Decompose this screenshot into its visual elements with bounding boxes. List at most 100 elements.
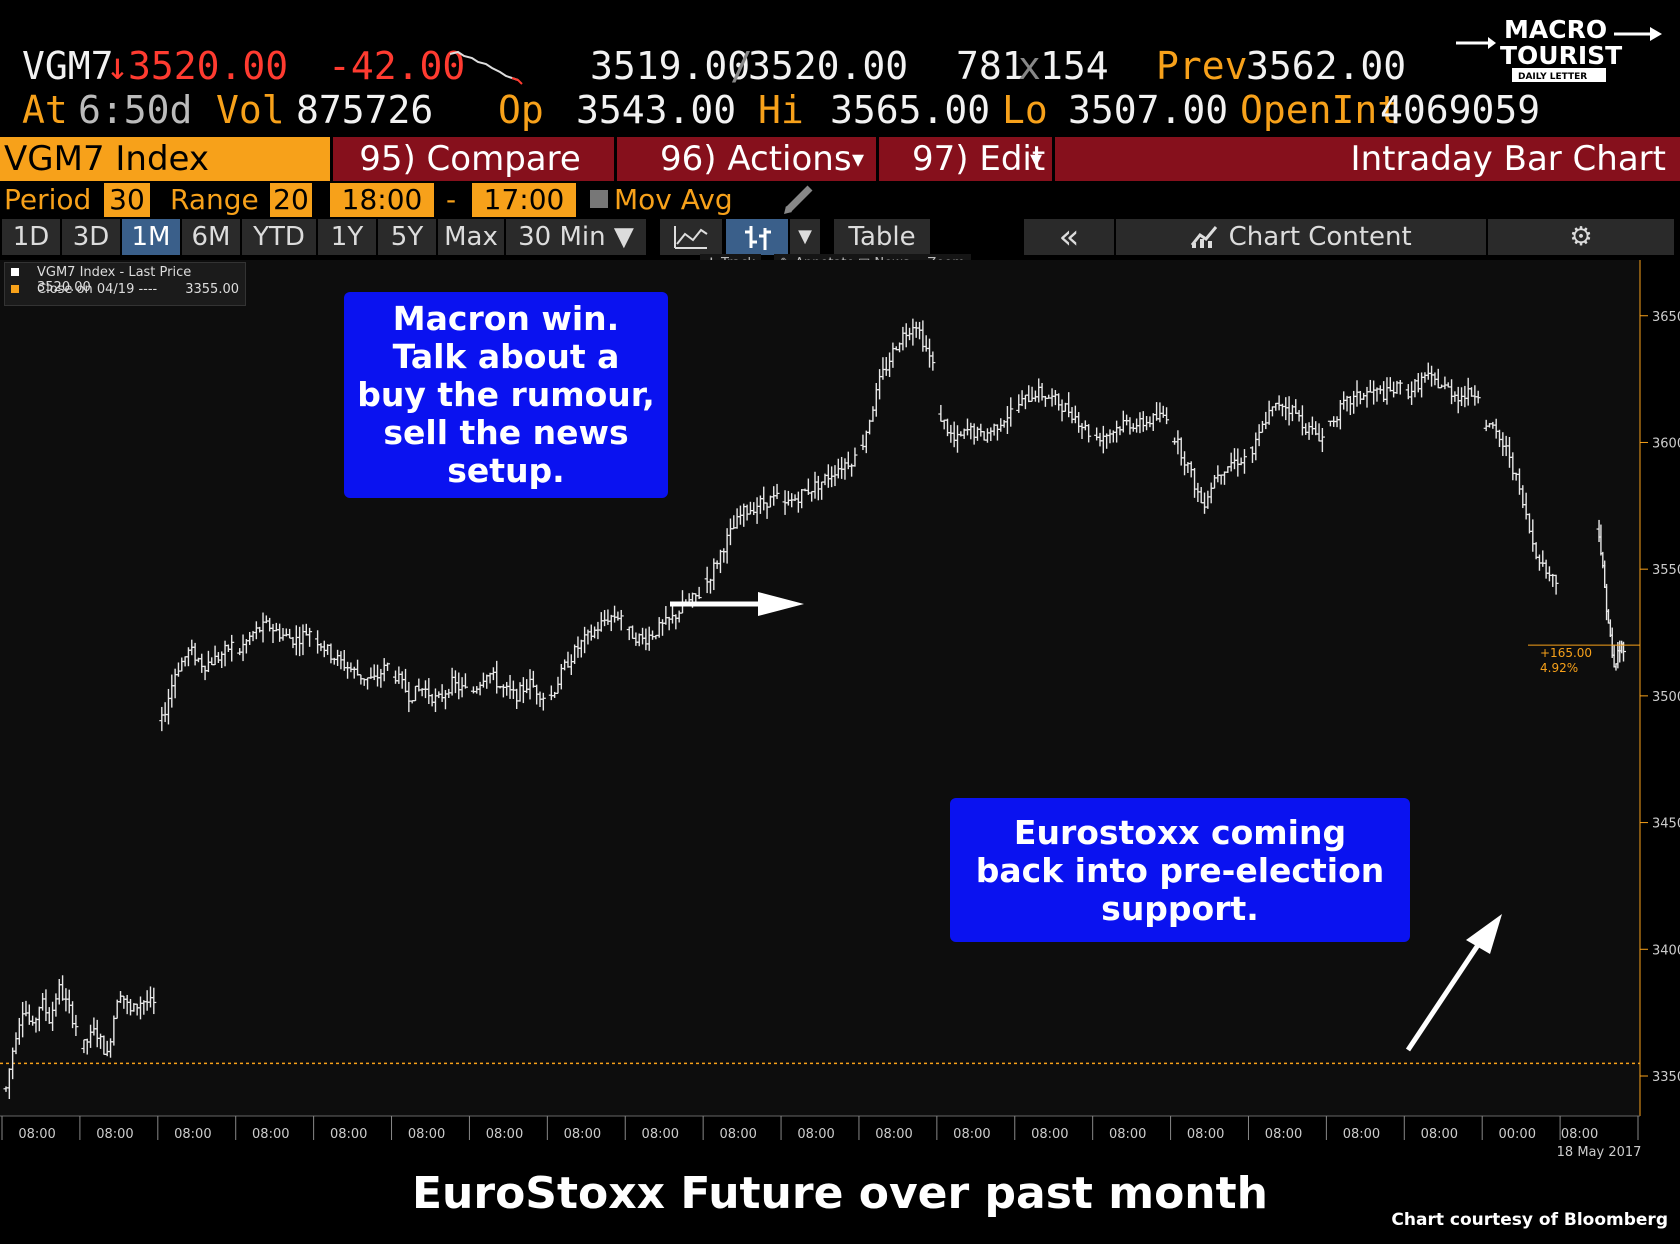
range-button-1y[interactable]: 1Y xyxy=(318,219,376,255)
chart-content-button[interactable]: Chart Content xyxy=(1116,219,1486,255)
source-credit: Chart courtesy of Bloomberg xyxy=(1391,1210,1668,1230)
ohlc-bar xyxy=(774,483,780,500)
legend-line2-value: 3355.00 xyxy=(185,282,239,297)
ohlc-bar xyxy=(1553,574,1559,595)
actions-caret-icon[interactable]: ▾ xyxy=(852,145,865,173)
open-label: Op xyxy=(498,88,544,132)
eurostoxx-callout: Eurostoxx coming back into pre-election … xyxy=(950,798,1410,942)
mov-avg-label: Mov Avg xyxy=(614,183,733,216)
end-time-input[interactable]: 17:00 xyxy=(472,183,576,217)
range-input[interactable]: 20 xyxy=(270,183,312,217)
y-tick-label: 3350 xyxy=(1652,1070,1680,1085)
open-interest-label: OpenInt xyxy=(1240,88,1401,132)
range-button-6m[interactable]: 6M xyxy=(182,219,240,255)
x-tick-label: 08:00 xyxy=(797,1127,834,1142)
last-change-pct: 4.92% xyxy=(1540,661,1578,675)
x-tick-label: 08:00 xyxy=(252,1127,289,1142)
period-label: Period xyxy=(4,183,92,216)
at-label: At xyxy=(22,88,68,132)
y-tick-label: 3550 xyxy=(1652,563,1680,578)
x-tick-label: 08:00 xyxy=(486,1127,523,1142)
vol-label: Vol xyxy=(216,88,285,132)
legend-line2-label: Close on 04/19 ---- xyxy=(37,282,158,297)
line-chart-icon[interactable] xyxy=(660,219,722,255)
size-separator: x xyxy=(1018,44,1041,88)
actions-button[interactable]: 96) Actions xyxy=(660,139,852,179)
x-tick-label: 08:00 xyxy=(1109,1127,1146,1142)
macron-callout: Macron win. Talk about a buy the rumour,… xyxy=(344,292,668,498)
down-arrow-icon: ↓ xyxy=(106,44,129,88)
ohlc-bar xyxy=(930,351,936,371)
bid-ask-separator: / xyxy=(730,44,753,88)
period-input[interactable]: 30 xyxy=(104,183,150,217)
x-tick-label: 08:00 xyxy=(953,1127,990,1142)
interval-dropdown[interactable]: 30 Min ▼ xyxy=(506,219,646,255)
legend-swatch-price xyxy=(11,268,19,276)
x-tick-label: 08:00 xyxy=(330,1127,367,1142)
x-tick-label: 08:00 xyxy=(1265,1127,1302,1142)
open-value: 3543.00 xyxy=(576,88,737,132)
pencil-icon[interactable] xyxy=(782,184,816,214)
edit-button[interactable]: 97) Edit xyxy=(912,139,1046,179)
range-button-3d[interactable]: 3D xyxy=(62,219,120,255)
chart-content-label: Chart Content xyxy=(1228,222,1412,252)
ohlc-bar xyxy=(73,1014,79,1036)
x-tick-label: 08:00 xyxy=(1031,1127,1068,1142)
toolbar: 1D 3D 1M 6M YTD 1Y 5Y Max 30 Min ▼ ▼ Tab… xyxy=(0,219,1680,255)
time-range-dash: - xyxy=(446,183,457,216)
chart-type-title: Intraday Bar Chart xyxy=(1350,139,1666,179)
ohlc-bar xyxy=(696,586,702,600)
range-button-1m[interactable]: 1M xyxy=(122,219,180,255)
x-tick-label: 08:00 xyxy=(719,1127,756,1142)
range-button-5y[interactable]: 5Y xyxy=(378,219,436,255)
figure-caption: EuroStoxx Future over past month xyxy=(411,1168,1268,1219)
ohlc-bar xyxy=(151,987,157,1015)
last-change-label: +165.00 xyxy=(1540,646,1592,660)
table-button[interactable]: Table xyxy=(834,219,930,255)
x-tick-label: 00:00 xyxy=(1499,1127,1536,1142)
x-tick-label: 08:00 xyxy=(875,1127,912,1142)
ohlc-bar xyxy=(462,673,468,689)
eurostoxx-arrowhead xyxy=(1466,914,1502,954)
range-button-1d[interactable]: 1D xyxy=(2,219,60,255)
gear-icon[interactable]: ⚙ xyxy=(1488,219,1674,255)
ohlc-bar xyxy=(852,447,858,467)
range-button-ytd[interactable]: YTD xyxy=(242,219,316,255)
y-tick-label: 3400 xyxy=(1652,943,1680,958)
ohlc-bar xyxy=(1086,424,1092,443)
high-label: Hi xyxy=(758,88,804,132)
y-tick-label: 3450 xyxy=(1652,817,1680,832)
collapse-button[interactable]: « xyxy=(1024,219,1114,255)
y-tick-label: 3500 xyxy=(1652,690,1680,705)
range-button-max[interactable]: Max xyxy=(438,219,504,255)
low-label: Lo xyxy=(1002,88,1048,132)
compare-button[interactable]: 95) Compare xyxy=(359,139,581,179)
ohlc-bar xyxy=(1008,397,1014,427)
y-tick-label: 3600 xyxy=(1652,436,1680,451)
bid-size: 781 xyxy=(956,44,1025,88)
ask-size: 154 xyxy=(1040,44,1109,88)
high-value: 3565.00 xyxy=(830,88,991,132)
logo-line2: TOURIST xyxy=(1500,41,1622,70)
prev-value: 3562.00 xyxy=(1246,44,1407,88)
x-tick-label: 08:00 xyxy=(174,1127,211,1142)
start-time-input[interactable]: 18:00 xyxy=(330,183,434,217)
low-value: 3507.00 xyxy=(1068,88,1229,132)
security-field[interactable]: VGM7 Index xyxy=(0,137,330,181)
at-value: 6:50d xyxy=(78,88,193,132)
mov-avg-checkbox[interactable] xyxy=(590,190,608,208)
chart-type-caret-icon[interactable]: ▼ xyxy=(790,219,820,255)
logo-line1: MACRO xyxy=(1504,15,1607,44)
ask-price: 3520.00 xyxy=(748,44,909,88)
legend-swatch-close xyxy=(11,285,19,293)
edit-caret-icon[interactable]: ▾ xyxy=(1030,145,1043,173)
ohlc-bar xyxy=(307,627,313,647)
x-tick-label: 08:00 xyxy=(18,1127,55,1142)
macro-tourist-logo: MACRO TOURIST DAILY LETTER xyxy=(1456,15,1662,82)
x-tick-label: 08:00 xyxy=(1561,1127,1598,1142)
bar-chart-icon[interactable] xyxy=(726,219,788,255)
x-tick-label: 08:00 xyxy=(1343,1127,1380,1142)
ohlc-bar xyxy=(618,609,624,631)
ohlc-bar xyxy=(1475,390,1481,404)
